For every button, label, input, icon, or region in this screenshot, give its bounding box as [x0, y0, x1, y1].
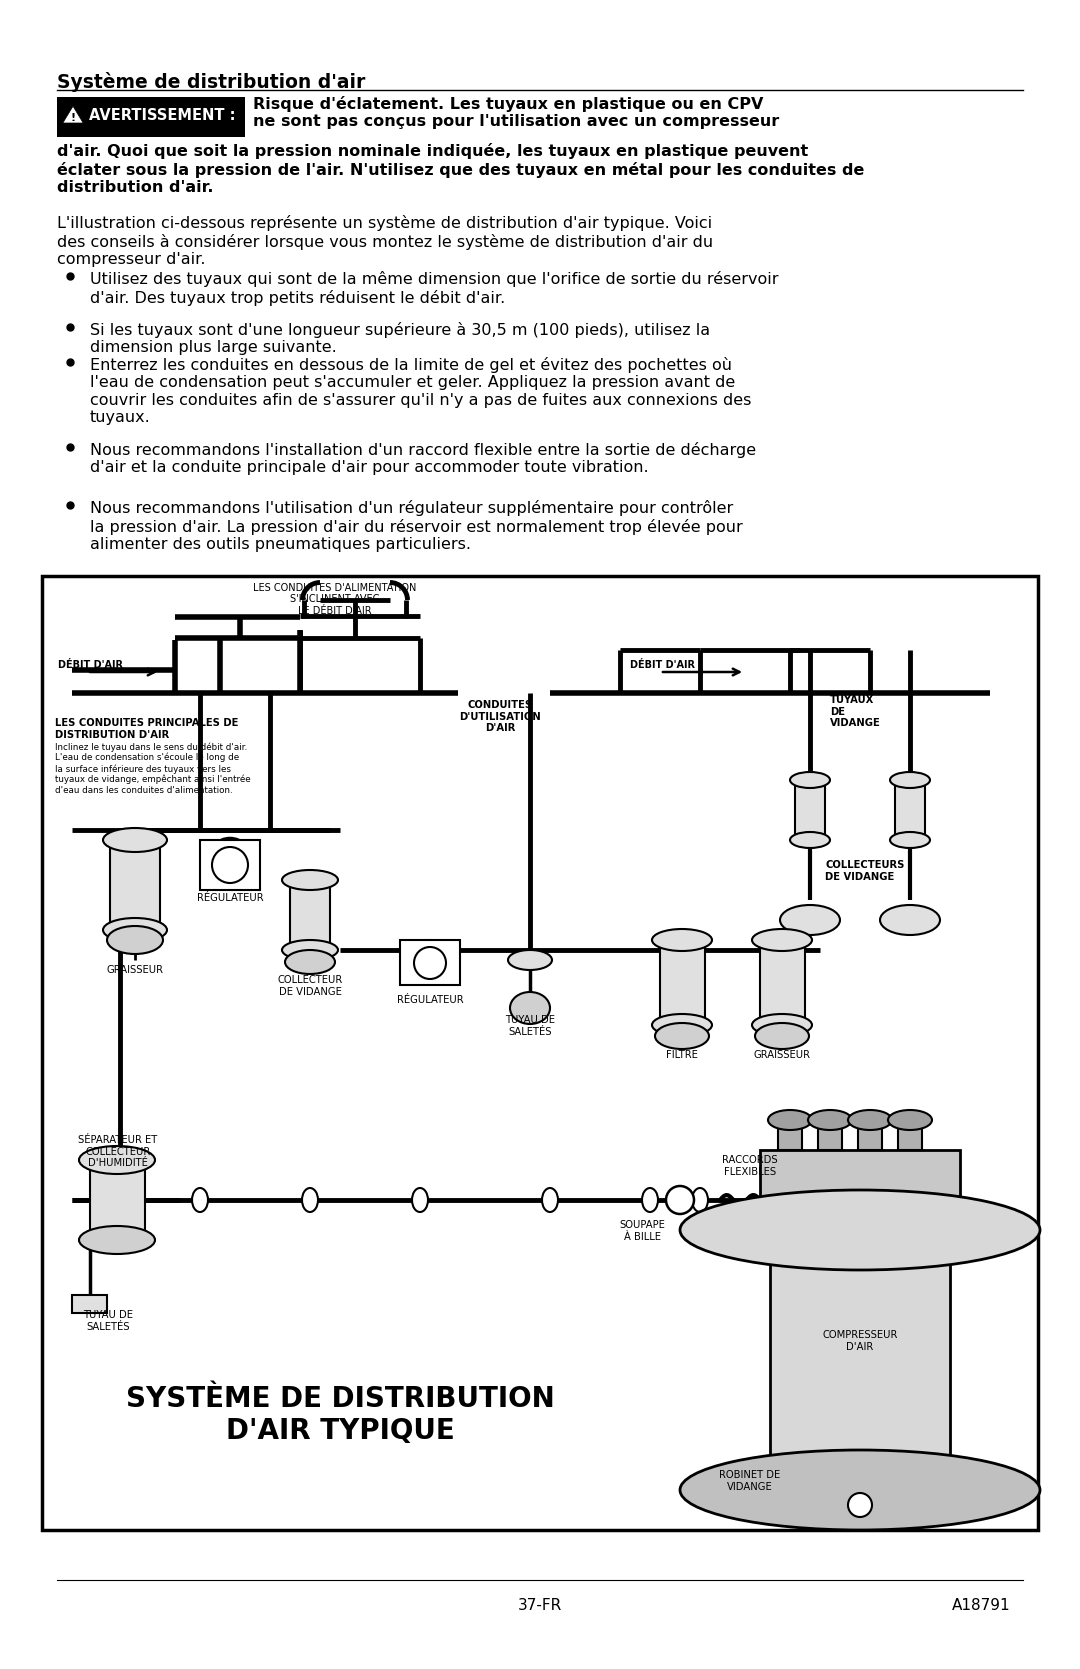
Text: Enterrez les conduites en dessous de la limite de gel et évitez des pochettes où: Enterrez les conduites en dessous de la … — [90, 357, 752, 426]
Bar — [818, 1120, 842, 1150]
Text: DÉBIT D'AIR: DÉBIT D'AIR — [630, 659, 696, 669]
Bar — [200, 840, 260, 890]
Ellipse shape — [79, 1147, 156, 1173]
Ellipse shape — [208, 838, 252, 881]
Ellipse shape — [768, 1110, 812, 1130]
Ellipse shape — [888, 1110, 932, 1130]
Text: TUYAU DE
SALETÉS: TUYAU DE SALETÉS — [505, 1015, 555, 1036]
Ellipse shape — [282, 870, 338, 890]
Bar — [57, 97, 245, 137]
Text: COMPRESSEUR
D'AIR: COMPRESSEUR D'AIR — [822, 1330, 897, 1352]
Ellipse shape — [848, 1494, 872, 1517]
Text: LES CONDUITES PRINCIPALES DE
DISTRIBUTION D'AIR: LES CONDUITES PRINCIPALES DE DISTRIBUTIO… — [55, 718, 239, 739]
Text: Nous recommandons l'installation d'un raccord flexible entre la sortie de déchar: Nous recommandons l'installation d'un ra… — [90, 442, 756, 476]
Ellipse shape — [542, 1188, 558, 1212]
Text: GRAISSEUR: GRAISSEUR — [107, 965, 163, 975]
Text: RACCORDS
FLEXIBLES: RACCORDS FLEXIBLES — [723, 1155, 778, 1177]
Text: 37-FR: 37-FR — [518, 1597, 562, 1612]
Ellipse shape — [666, 1187, 694, 1213]
Text: !: ! — [71, 113, 76, 124]
Ellipse shape — [680, 1450, 1040, 1530]
Ellipse shape — [79, 1227, 156, 1253]
Ellipse shape — [192, 1188, 208, 1212]
Ellipse shape — [103, 828, 167, 851]
Bar — [895, 779, 924, 840]
Bar — [42, 576, 1038, 1530]
Bar — [660, 940, 705, 1025]
Text: CONDUITES
D'UTILISATION
D'AIR: CONDUITES D'UTILISATION D'AIR — [459, 699, 541, 733]
Text: AVERTISSEMENT :: AVERTISSEMENT : — [89, 108, 235, 124]
Text: DÉBIT D'AIR: DÉBIT D'AIR — [58, 659, 123, 669]
Ellipse shape — [282, 940, 338, 960]
Bar — [897, 1120, 922, 1150]
Ellipse shape — [510, 991, 550, 1025]
Ellipse shape — [692, 1188, 708, 1212]
Ellipse shape — [752, 930, 812, 951]
Ellipse shape — [752, 1015, 812, 1036]
Bar — [770, 1230, 950, 1490]
Ellipse shape — [414, 946, 446, 980]
Bar — [858, 1120, 882, 1150]
Text: TUYAU DE
SALETÉS: TUYAU DE SALETÉS — [83, 1310, 133, 1332]
Ellipse shape — [848, 1110, 892, 1130]
Text: Si les tuyaux sont d'une longueur supérieure à 30,5 m (100 pieds), utilisez la
d: Si les tuyaux sont d'une longueur supéri… — [90, 322, 711, 355]
Text: Utilisez des tuyaux qui sont de la même dimension que l'orifice de sortie du rés: Utilisez des tuyaux qui sont de la même … — [90, 270, 779, 305]
Text: Risque d'éclatement. Les tuyaux en plastique ou en CPV
ne sont pas conçus pour l: Risque d'éclatement. Les tuyaux en plast… — [253, 97, 780, 130]
Bar — [760, 940, 805, 1025]
Ellipse shape — [789, 773, 831, 788]
Text: RÉGULATEUR: RÉGULATEUR — [396, 995, 463, 1005]
Ellipse shape — [755, 1023, 809, 1050]
Text: RÉGULATEUR: RÉGULATEUR — [197, 893, 264, 903]
Text: FILTRE: FILTRE — [666, 1050, 698, 1060]
Text: LES CONDUITES D'ALIMENTATION
S'INCLINENT AVEC
LE DÉBIT D'AIR: LES CONDUITES D'ALIMENTATION S'INCLINENT… — [254, 582, 417, 616]
Text: SYSTÈME DE DISTRIBUTION
D'AIR TYPIQUE: SYSTÈME DE DISTRIBUTION D'AIR TYPIQUE — [125, 1385, 554, 1445]
Bar — [400, 940, 460, 985]
Ellipse shape — [654, 1023, 708, 1050]
Ellipse shape — [411, 1188, 428, 1212]
Ellipse shape — [212, 846, 248, 883]
Bar — [90, 1160, 145, 1240]
Text: Nous recommandons l'utilisation d'un régulateur supplémentaire pour contrôler
la: Nous recommandons l'utilisation d'un rég… — [90, 501, 743, 552]
Text: SÉPARATEUR ET
COLLECTEUR
D'HUMIDITÉ: SÉPARATEUR ET COLLECTEUR D'HUMIDITÉ — [79, 1135, 158, 1168]
Ellipse shape — [780, 905, 840, 935]
Text: L'illustration ci-dessous représente un système de distribution d'air typique. V: L'illustration ci-dessous représente un … — [57, 215, 713, 267]
Ellipse shape — [103, 918, 167, 941]
Text: ROBINET DE
VIDANGE: ROBINET DE VIDANGE — [719, 1470, 781, 1492]
Text: TUYAUX
DE
VIDANGE: TUYAUX DE VIDANGE — [831, 694, 881, 728]
Bar — [778, 1120, 802, 1150]
Polygon shape — [63, 107, 83, 124]
Text: d'air. Quoi que soit la pression nominale indiquée, les tuyaux en plastique peuv: d'air. Quoi que soit la pression nominal… — [57, 144, 864, 195]
Ellipse shape — [652, 1015, 712, 1036]
Ellipse shape — [285, 950, 335, 975]
Ellipse shape — [808, 1110, 852, 1130]
Ellipse shape — [680, 1190, 1040, 1270]
Text: COLLECTEURS
DE VIDANGE: COLLECTEURS DE VIDANGE — [825, 860, 904, 881]
Text: Inclinez le tuyau dans le sens du débit d'air.
L'eau de condensation s'écoule le: Inclinez le tuyau dans le sens du débit … — [55, 743, 251, 794]
Ellipse shape — [880, 905, 940, 935]
Ellipse shape — [410, 940, 450, 980]
Bar — [291, 880, 330, 950]
Text: GRAISSEUR: GRAISSEUR — [754, 1050, 810, 1060]
Ellipse shape — [508, 950, 552, 970]
Ellipse shape — [302, 1188, 318, 1212]
Ellipse shape — [652, 930, 712, 951]
Bar — [795, 779, 825, 840]
Ellipse shape — [107, 926, 163, 955]
Ellipse shape — [642, 1188, 658, 1212]
Ellipse shape — [789, 833, 831, 848]
Text: A18791: A18791 — [951, 1597, 1010, 1612]
Text: COLLECTEUR
DE VIDANGE: COLLECTEUR DE VIDANGE — [278, 975, 342, 996]
Bar — [110, 840, 160, 930]
Bar — [760, 1150, 960, 1230]
Text: SOUPAPE
À BILLE: SOUPAPE À BILLE — [619, 1220, 665, 1242]
Text: Système de distribution d'air: Système de distribution d'air — [57, 72, 365, 92]
Ellipse shape — [890, 833, 930, 848]
Bar — [72, 1295, 107, 1314]
Ellipse shape — [890, 773, 930, 788]
